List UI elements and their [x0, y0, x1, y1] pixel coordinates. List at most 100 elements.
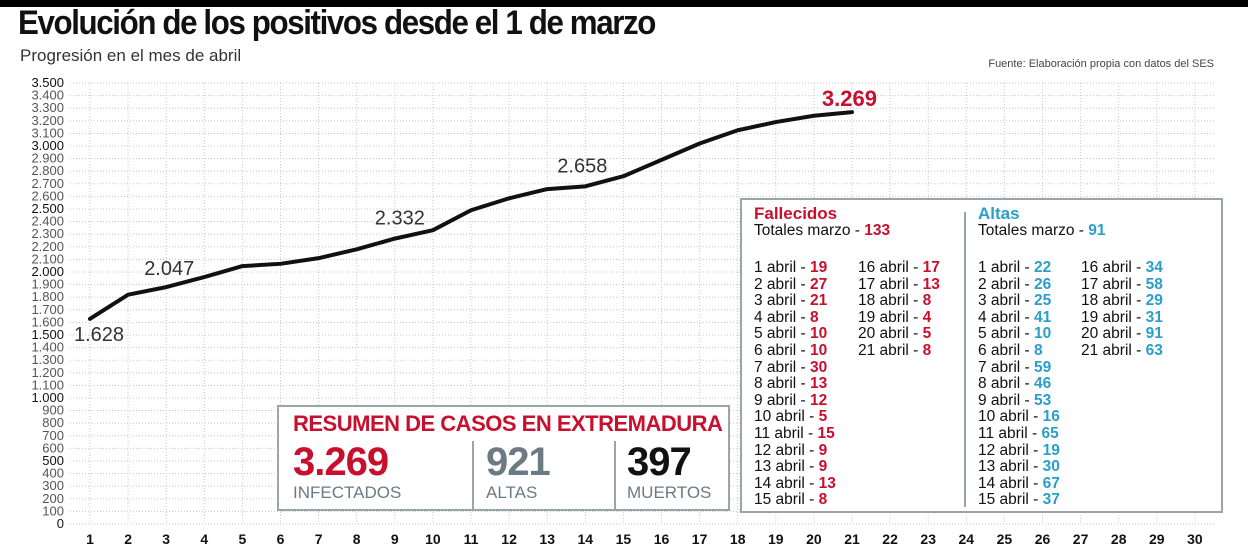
count-value: 13 — [818, 474, 836, 492]
deaths-section: Fallecidos Totales marzo - 133 — [754, 205, 891, 240]
x-tick-label: 28 — [1111, 531, 1127, 547]
deaths-list-item: 4 abril - 8 — [754, 309, 836, 327]
infected-label: INFECTADOS — [293, 483, 402, 502]
discharges-list-2: 16 abril - 34 17 abril - 58 18 abril - 29 1… — [1081, 259, 1163, 360]
discharges-list-item: 12 abril - 19 — [978, 442, 1060, 460]
y-tick-label: 1.000 — [31, 390, 64, 405]
discharges-section: Altas Totales marzo - 91 — [978, 204, 1106, 240]
y-tick-label: 900 — [42, 403, 64, 418]
discharges-total-value: 91 — [1088, 221, 1106, 239]
count-value: 9 — [818, 441, 828, 459]
x-tick-label: 7 — [315, 531, 323, 547]
x-tick-label: 9 — [391, 531, 399, 547]
count-value: 91 — [1145, 325, 1163, 343]
date-label: 13 abril - — [754, 458, 819, 476]
discharges-heading: Altas — [978, 204, 1020, 223]
x-tick-label: 20 — [806, 531, 822, 547]
summary-dead: 397 MUERTOS — [627, 441, 711, 503]
deaths-list-1: 1 abril - 19 2 abril - 27 3 abril - 21 4 ab… — [754, 259, 836, 509]
discharges-list-item: 3 abril - 25 — [978, 292, 1060, 310]
count-value: 65 — [1041, 424, 1059, 442]
x-tick-label: 6 — [277, 531, 285, 547]
y-tick-label: 1.100 — [31, 377, 64, 392]
y-tick-label: 2.700 — [31, 176, 64, 191]
x-tick-label: 24 — [959, 531, 975, 547]
count-value: 9 — [818, 458, 828, 476]
y-tick-label: 1.200 — [31, 365, 64, 380]
count-value: 22 — [1034, 259, 1052, 276]
y-tick-label: 2.200 — [31, 239, 64, 254]
y-tick-label: 1.500 — [31, 327, 64, 342]
date-label: 1 abril - — [978, 259, 1034, 276]
discharges-list-item: 17 abril - 58 — [1081, 275, 1163, 294]
date-label: 13 abril - — [978, 458, 1043, 476]
discharges-list-item: 16 abril - 34 — [1081, 259, 1163, 277]
discharges-list-item: 14 abril - 67 — [978, 474, 1060, 493]
deaths-list-item: 6 abril - 10 — [754, 341, 836, 360]
date-label: 19 abril - — [858, 308, 923, 326]
count-value: 10 — [810, 341, 828, 359]
data-label: 2.332 — [375, 208, 425, 230]
count-value: 10 — [810, 325, 828, 343]
count-value: 13 — [922, 275, 940, 293]
date-label: 20 abril - — [858, 325, 923, 343]
y-tick-label: 0 — [57, 516, 64, 531]
discharges-list-item: 11 abril - 65 — [978, 424, 1060, 443]
date-label: 14 abril - — [978, 474, 1043, 492]
x-tick-label: 11 — [464, 531, 479, 547]
count-value: 53 — [1034, 391, 1052, 409]
count-value: 30 — [810, 358, 828, 376]
divider — [614, 441, 616, 509]
x-tick-label: 21 — [844, 531, 860, 547]
deaths-total-value: 133 — [864, 221, 891, 239]
count-value: 58 — [1145, 275, 1163, 293]
date-label: 3 abril - — [978, 292, 1034, 310]
date-label: 12 abril - — [754, 441, 819, 459]
count-value: 4 — [922, 308, 932, 326]
discharges-list-item: 5 abril - 10 — [978, 326, 1060, 343]
dead-value: 397 — [627, 440, 692, 484]
y-tick-label: 2.300 — [31, 226, 64, 241]
x-tick-label: 10 — [425, 531, 441, 547]
y-tick-label: 300 — [42, 478, 64, 493]
x-tick-label: 15 — [616, 531, 632, 547]
date-label: 19 abril - — [1081, 308, 1146, 326]
discharges-total: Totales marzo - 91 — [978, 221, 1106, 240]
date-label: 11 abril - — [754, 424, 818, 442]
count-value: 17 — [922, 259, 940, 276]
discharges-list-item: 6 abril - 8 — [978, 342, 1060, 360]
count-value: 25 — [1034, 292, 1052, 310]
discharges-list-item: 13 abril - 30 — [978, 458, 1060, 476]
deaths-list-item: 15 abril - 8 — [754, 492, 836, 509]
date-label: 15 abril - — [978, 491, 1043, 509]
date-label: 14 abril - — [754, 474, 819, 492]
deaths-list-item: 19 abril - 4 — [858, 308, 940, 327]
source-note: Fuente: Elaboración propia con datos del… — [988, 58, 1214, 70]
discharges-list-item: 7 abril - 59 — [978, 359, 1060, 377]
deaths-list-item: 7 abril - 30 — [754, 358, 836, 377]
count-value: 13 — [810, 375, 828, 393]
date-label: 20 abril - — [1081, 325, 1146, 343]
y-tick-label: 700 — [42, 428, 64, 443]
deaths-list-item: 13 abril - 9 — [754, 458, 836, 476]
data-label: 2.047 — [144, 258, 194, 280]
date-label: 10 abril - — [978, 408, 1043, 426]
count-value: 8 — [818, 491, 828, 509]
deaths-list-item: 12 abril - 9 — [754, 441, 836, 460]
count-value: 26 — [1034, 275, 1052, 293]
date-label: 9 abril - — [754, 391, 810, 409]
x-tick-label: 3 — [162, 531, 170, 547]
x-tick-label: 13 — [539, 531, 555, 547]
date-label: 5 abril - — [754, 325, 810, 343]
count-value: 8 — [922, 292, 932, 310]
y-tick-label: 1.600 — [31, 314, 64, 329]
y-tick-label: 3.200 — [31, 113, 64, 128]
infected-value: 3.269 — [293, 440, 389, 484]
top-bar — [0, 0, 1248, 7]
y-tick-label: 1.900 — [31, 277, 64, 292]
deaths-total: Totales marzo - 133 — [754, 221, 891, 240]
count-value: 16 — [1042, 408, 1060, 426]
count-value: 34 — [1145, 259, 1163, 276]
date-label: 7 abril - — [754, 358, 810, 376]
